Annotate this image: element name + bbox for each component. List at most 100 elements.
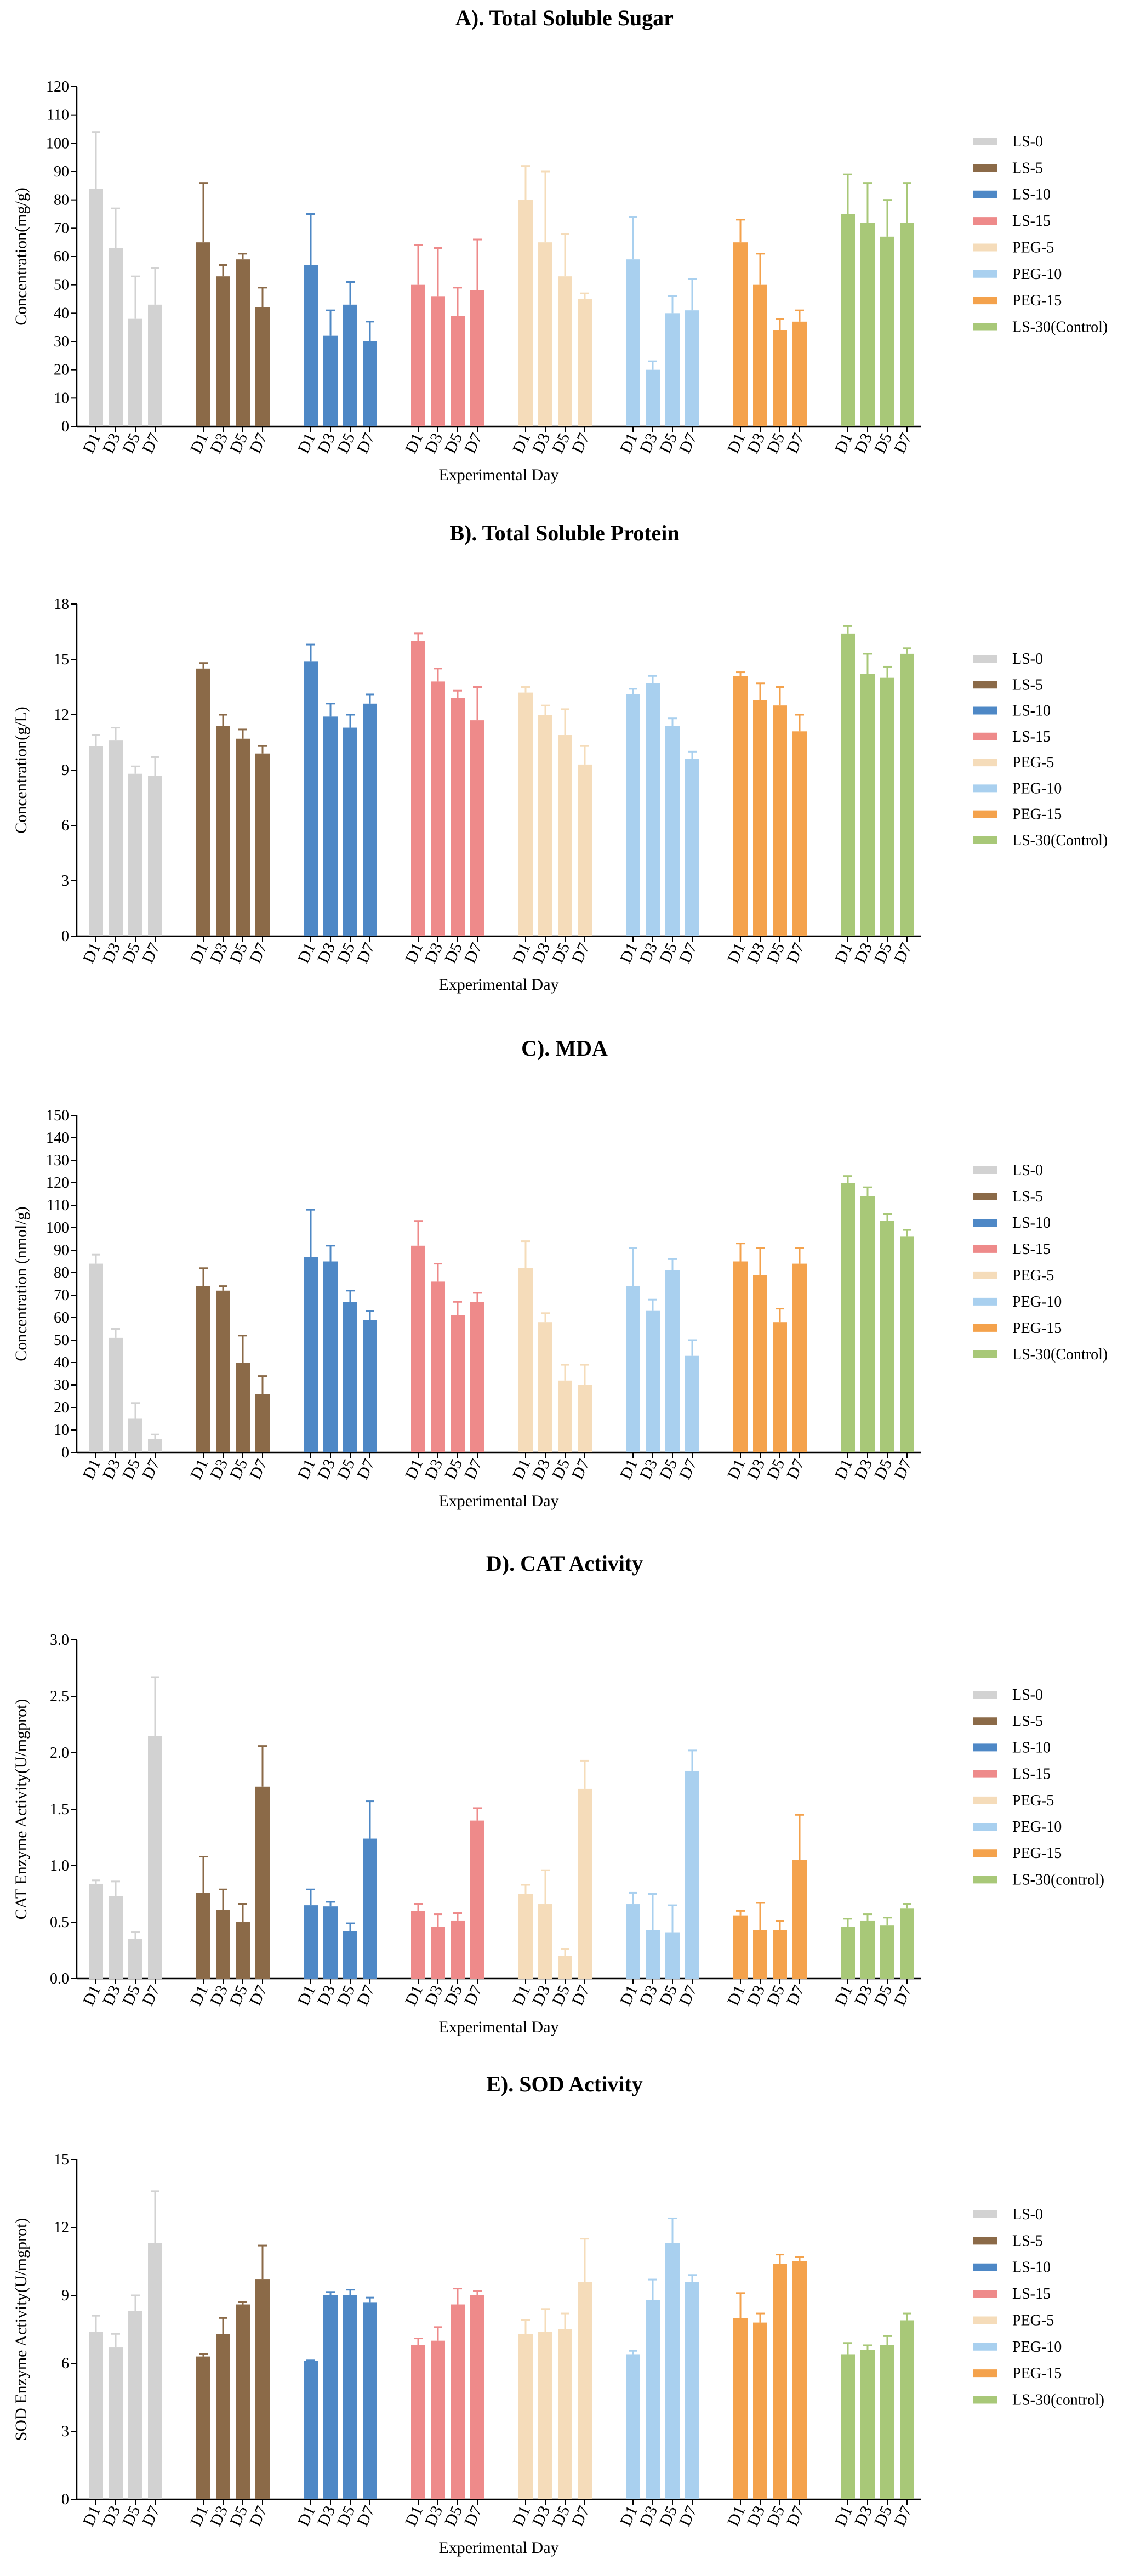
y-tick-label: 90 bbox=[54, 1242, 69, 1259]
bar-ls-10-d5 bbox=[343, 304, 357, 426]
y-tick-label: 12 bbox=[54, 2219, 69, 2236]
legend-label: PEG-10 bbox=[1012, 2339, 1062, 2356]
bar-ls-30-d5 bbox=[880, 236, 894, 426]
x-tick-label: D5 bbox=[656, 1982, 681, 2008]
x-tick-label: D1 bbox=[724, 2503, 749, 2529]
bar-ls-0-d7 bbox=[148, 1736, 162, 1979]
x-tick-label: D3 bbox=[421, 1456, 446, 1482]
x-tick-label: D7 bbox=[139, 940, 163, 966]
bar-ls-30-d1 bbox=[841, 1183, 855, 1452]
chart-panel-2: B). Total Soluble Protein 0 3 6 9 12 15 18 Conce… bbox=[12, 521, 1108, 994]
x-tick-label: D5 bbox=[549, 1456, 573, 1482]
bar-ls-15-d5 bbox=[451, 698, 465, 936]
legend-label: LS-30(control) bbox=[1012, 2392, 1104, 2409]
bar-peg-15-d1 bbox=[733, 1915, 748, 1979]
bar-peg-10-d1 bbox=[626, 259, 640, 426]
x-tick-label: D1 bbox=[294, 1982, 319, 2008]
y-tick-label: 30 bbox=[54, 333, 69, 350]
x-axis-title: Experimental Day bbox=[438, 2539, 558, 2557]
bar-ls-30-d7 bbox=[900, 1236, 914, 1452]
x-tick-label: D3 bbox=[99, 1982, 124, 2008]
y-tick-label: 70 bbox=[54, 220, 69, 237]
bar-ls-15-d3 bbox=[431, 1281, 445, 1452]
legend-label: LS-10 bbox=[1012, 703, 1051, 720]
x-tick-label: D3 bbox=[529, 2503, 554, 2529]
bar-ls-5-d5 bbox=[236, 1922, 250, 1979]
bar-peg-5-d5 bbox=[558, 1956, 572, 1979]
x-tick-label: D7 bbox=[568, 1982, 593, 2008]
bar-ls-30-d5 bbox=[880, 1221, 894, 1452]
y-tick-label: 2.5 bbox=[50, 1688, 69, 1705]
x-tick-label: D3 bbox=[529, 1456, 554, 1482]
y-tick-label: 40 bbox=[54, 1354, 69, 1371]
bar-ls-0-d7 bbox=[148, 776, 162, 936]
bar-ls-30-d1 bbox=[841, 633, 855, 936]
bar-peg-10-d5 bbox=[665, 1270, 680, 1452]
x-tick-label: D7 bbox=[891, 1456, 915, 1482]
x-tick-label: D5 bbox=[226, 1982, 251, 2008]
y-tick-label: 60 bbox=[54, 1309, 69, 1326]
x-tick-label: D5 bbox=[549, 430, 573, 456]
x-tick-label: D1 bbox=[831, 1456, 856, 1482]
bar-peg-5-d3 bbox=[538, 2332, 552, 2499]
bar-peg-15-d5 bbox=[773, 1930, 787, 1979]
legend-label: LS-30(Control) bbox=[1012, 319, 1108, 336]
bar-ls-0-d1 bbox=[89, 2332, 103, 2499]
bar-ls-10-d1 bbox=[304, 265, 318, 426]
legend-label: LS-15 bbox=[1012, 1241, 1051, 1258]
legend-label: PEG-5 bbox=[1012, 1792, 1054, 1809]
bar-ls-10-d7 bbox=[363, 2302, 377, 2499]
bar-peg-10-d7 bbox=[685, 310, 699, 426]
bar-ls-10-d5 bbox=[343, 2295, 357, 2499]
x-tick-label: D5 bbox=[334, 1456, 358, 1482]
bar-ls-0-d3 bbox=[109, 740, 123, 936]
bar-ls-5-d5 bbox=[236, 2304, 250, 2499]
chart-title: B). Total Soluble Protein bbox=[449, 521, 679, 545]
legend-label: PEG-10 bbox=[1012, 266, 1062, 283]
bar-ls-15-d1 bbox=[411, 284, 425, 426]
bar-ls-5-d7 bbox=[255, 2279, 270, 2499]
bar-ls-30-d5 bbox=[880, 677, 894, 936]
bar-ls-5-d5 bbox=[236, 1363, 250, 1452]
x-tick-label: D1 bbox=[831, 940, 856, 966]
bar-peg-15-d5 bbox=[773, 705, 787, 936]
x-tick-label: D3 bbox=[636, 940, 661, 966]
bar-ls-30-d5 bbox=[880, 2345, 894, 2499]
bar-ls-15-d7 bbox=[470, 2295, 484, 2499]
bar-ls-10-d1 bbox=[304, 1257, 318, 1452]
x-tick-label: D3 bbox=[207, 1982, 231, 2008]
x-tick-label: D3 bbox=[851, 940, 876, 966]
y-axis-title: Concentration(g/L) bbox=[12, 706, 30, 834]
bar-peg-5-d1 bbox=[518, 692, 533, 936]
y-tick-label: 100 bbox=[46, 135, 69, 152]
x-tick-label: D5 bbox=[119, 1456, 144, 1482]
legend-label: PEG-15 bbox=[1012, 806, 1062, 823]
bar-peg-5-d3 bbox=[538, 1904, 552, 1979]
x-tick-label: D3 bbox=[207, 2503, 231, 2529]
x-tick-label: D3 bbox=[207, 940, 231, 966]
x-tick-label: D3 bbox=[207, 430, 231, 456]
x-tick-label: D7 bbox=[783, 430, 808, 456]
bar-ls-15-d1 bbox=[411, 1911, 425, 1979]
x-tick-label: D1 bbox=[187, 940, 212, 966]
x-tick-label: D1 bbox=[724, 430, 749, 456]
x-tick-label: D3 bbox=[314, 430, 339, 456]
x-tick-label: D1 bbox=[187, 1456, 212, 1482]
bar-ls-0-d1 bbox=[89, 746, 103, 936]
x-tick-label: D7 bbox=[246, 1982, 271, 2008]
bar-ls-10-d7 bbox=[363, 341, 377, 426]
x-tick-label: D3 bbox=[636, 1982, 661, 2008]
x-tick-label: D3 bbox=[744, 430, 768, 456]
x-tick-label: D3 bbox=[529, 1982, 554, 2008]
bar-peg-10-d3 bbox=[646, 683, 660, 936]
x-axis-title: Experimental Day bbox=[438, 466, 558, 484]
x-tick-label: D3 bbox=[529, 430, 554, 456]
bar-peg-15-d3 bbox=[753, 700, 767, 936]
y-tick-label: 1.0 bbox=[50, 1857, 69, 1874]
legend-label: PEG-5 bbox=[1012, 239, 1054, 256]
x-tick-label: D7 bbox=[353, 2503, 378, 2529]
bar-peg-10-d7 bbox=[685, 1770, 699, 1979]
y-tick-label: 90 bbox=[54, 163, 69, 180]
bar-ls-15-d5 bbox=[451, 1315, 465, 1452]
bar-peg-10-d5 bbox=[665, 726, 680, 936]
